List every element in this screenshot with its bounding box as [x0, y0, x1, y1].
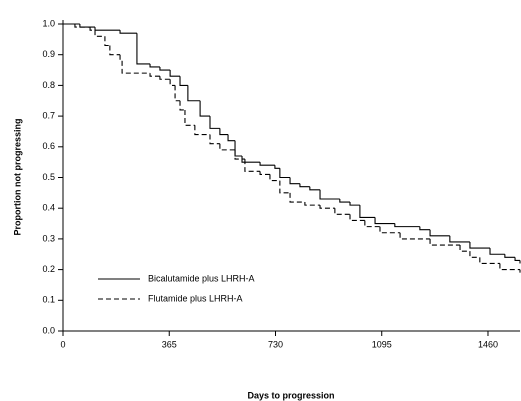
step-segment	[227, 134, 236, 142]
step-segment	[459, 245, 470, 252]
step-segment	[379, 226, 401, 234]
y-axis-title: Proportion not progressing	[12, 119, 22, 236]
step-segment	[359, 205, 376, 218]
step-segment	[241, 156, 261, 163]
step-segment	[489, 248, 505, 255]
step-segment	[159, 66, 171, 71]
step-segment	[289, 177, 300, 185]
y-tick-label: 1.0	[42, 18, 55, 28]
y-tick-label: 0.3	[42, 233, 55, 243]
step-segment	[289, 192, 305, 203]
step-segment	[187, 85, 201, 102]
y-tick-label: 0.4	[42, 203, 55, 213]
step-segment	[104, 36, 110, 47]
x-tick-label: 365	[162, 339, 177, 349]
y-tick-label: 0.7	[42, 110, 55, 120]
step-segment	[244, 159, 261, 172]
step-segment	[109, 45, 121, 56]
step-segment	[259, 171, 270, 175]
y-tick-label: 0.2	[42, 264, 55, 274]
x-tick-label: 0	[60, 339, 65, 349]
step-segment	[169, 70, 181, 77]
step-segment	[219, 128, 229, 136]
step-segment	[279, 168, 291, 179]
step-segment	[179, 100, 185, 111]
step-segment	[499, 263, 520, 271]
step-segment	[339, 198, 351, 203]
legend-label: Bicalutamide plus LHRH-A	[148, 273, 255, 283]
y-tick-label: 0.8	[42, 80, 55, 90]
step-segment	[94, 30, 105, 37]
step-segment	[309, 186, 321, 191]
step-segment	[119, 30, 137, 34]
x-axis-title: Days to progression	[247, 390, 334, 400]
y-tick-label: 0.1	[42, 295, 55, 305]
step-segment	[199, 100, 210, 117]
step-segment	[136, 33, 151, 65]
x-tick-label: 1095	[372, 339, 392, 349]
step-segment	[319, 189, 340, 200]
step-segment	[209, 116, 220, 129]
step-segment	[479, 257, 500, 265]
y-tick-label: 0.5	[42, 172, 55, 182]
step-segment	[94, 27, 121, 31]
step-segment	[234, 140, 243, 157]
step-segment	[269, 174, 280, 182]
step-segment	[121, 60, 151, 74]
step-segment	[469, 251, 480, 258]
step-segment	[304, 202, 321, 206]
step-segment	[149, 73, 160, 77]
x-tick-label: 730	[268, 339, 283, 349]
step-segment	[274, 165, 280, 169]
x-tick-label: 1460	[478, 339, 498, 349]
step-segment	[469, 241, 491, 249]
y-tick-label: 0.9	[42, 49, 55, 59]
legend-label: Flutamide plus LHRH-A	[148, 293, 243, 303]
step-segment	[514, 257, 520, 261]
step-segment	[429, 238, 461, 246]
step-segment	[319, 205, 335, 209]
step-segment	[504, 254, 516, 258]
step-segment	[429, 229, 450, 237]
step-segment	[259, 162, 275, 166]
y-tick-label: 0.6	[42, 141, 55, 151]
step-segment	[194, 125, 210, 136]
step-segment	[119, 54, 123, 62]
step-segment	[234, 149, 245, 160]
step-segment	[184, 109, 195, 126]
step-segment	[449, 235, 470, 243]
step-segment	[169, 79, 176, 86]
step-segment	[394, 223, 420, 228]
step-segment	[399, 232, 431, 240]
y-tick-label: 0.0	[42, 325, 55, 335]
step-segment	[349, 202, 360, 206]
step-segment	[209, 134, 220, 145]
step-segment	[74, 24, 91, 28]
step-segment	[364, 220, 380, 228]
step-segment	[174, 85, 181, 102]
step-segment	[419, 226, 431, 231]
step-segment	[374, 217, 395, 225]
step-segment	[334, 208, 351, 215]
step-segment	[279, 180, 291, 194]
step-segment	[179, 76, 188, 86]
step-segment	[149, 63, 160, 68]
step-segment	[159, 76, 171, 80]
step-segment	[219, 143, 236, 151]
step-segment	[89, 27, 96, 31]
step-segment	[349, 214, 365, 222]
step-segment	[299, 183, 310, 188]
